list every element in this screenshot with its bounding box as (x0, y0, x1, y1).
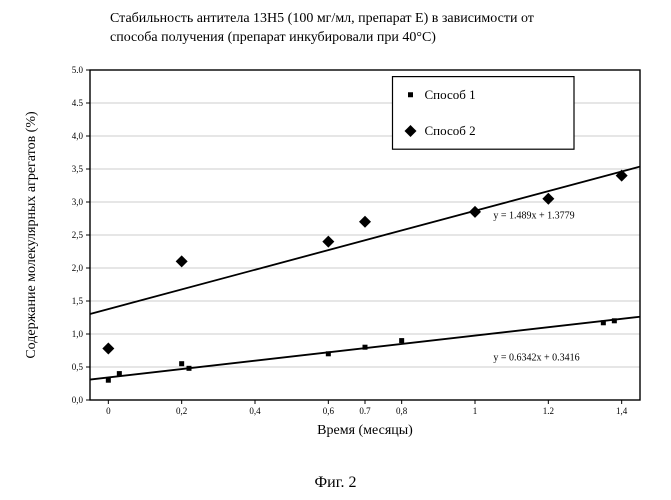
chart-area: 0,0 0,5 1,0 1,5 2,0 2,5 3,0 3,5 4,0 4.5 5.0 0 0,2 0,4… (0, 60, 671, 460)
fit-label-0: y = 0.6342x + 0.3416 (493, 352, 579, 363)
ytick-label: 0,5 (72, 362, 84, 372)
data-point-0 (326, 351, 331, 356)
data-point-0 (179, 361, 184, 366)
legend-box (393, 77, 575, 150)
title-line-1: Стабильность антитела 13H5 (100 мг/мл, п… (110, 11, 534, 26)
figure-wrap: Стабильность антитела 13H5 (100 мг/мл, п… (0, 0, 671, 500)
xtick-label: 0.7 (359, 406, 371, 416)
ytick-label: 5.0 (72, 65, 84, 75)
ytick-label: 2,0 (72, 263, 84, 273)
xtick-label: 1 (473, 406, 478, 416)
ytick-label: 2,5 (72, 230, 84, 240)
fit-label-1: y = 1.489x + 1.3779 (493, 211, 574, 222)
data-point-0 (187, 366, 192, 371)
data-point-0 (612, 318, 617, 323)
data-point-0 (601, 320, 606, 325)
ytick-label: 4,0 (72, 131, 84, 141)
ytick-label: 1,5 (72, 296, 84, 306)
xlabel: Время (месяцы) (317, 423, 413, 438)
legend-label-1: Способ 2 (425, 123, 476, 138)
ytick-label: 1,0 (72, 329, 84, 339)
figure-caption: Фиг. 2 (0, 474, 671, 492)
ytick-label: 3,5 (72, 164, 84, 174)
data-point-0 (106, 378, 111, 383)
xtick-label: 0,2 (176, 406, 187, 416)
ytick-label: 4.5 (72, 98, 84, 108)
data-point-0 (363, 345, 368, 350)
title-line-2: способа получения (препарат инкубировали… (110, 30, 436, 45)
xtick-label: 0 (106, 406, 111, 416)
legend-marker-0 (408, 92, 413, 97)
xtick-label: 1.2 (543, 406, 554, 416)
xtick-label: 1,4 (616, 406, 628, 416)
ylabel: Содержание молекулярных агрегатов (%) (24, 111, 39, 359)
xtick-label: 0,8 (396, 406, 408, 416)
data-point-0 (117, 371, 122, 376)
ytick-label: 3,0 (72, 197, 84, 207)
xtick-label: 0,4 (249, 406, 261, 416)
xtick-label: 0,6 (323, 406, 335, 416)
chart-title: Стабильность антитела 13H5 (100 мг/мл, п… (110, 10, 610, 48)
ytick-label: 0,0 (72, 395, 84, 405)
chart-svg: 0,0 0,5 1,0 1,5 2,0 2,5 3,0 3,5 4,0 4.5 5.0 0 0,2 0,4… (0, 60, 671, 460)
data-point-0 (399, 338, 404, 343)
legend-label-0: Способ 1 (425, 87, 476, 102)
